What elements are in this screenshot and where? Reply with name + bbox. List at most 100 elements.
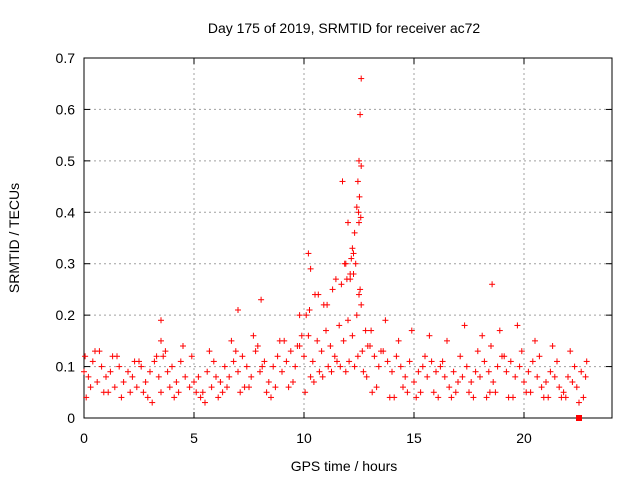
data-point [160,353,167,360]
data-point [142,379,149,385]
data-point [512,373,519,380]
data-point [85,373,92,380]
data-point [175,389,182,396]
data-point [202,399,208,406]
data-point [100,389,107,396]
data-point [419,363,426,370]
data-point [138,363,145,370]
data-point [536,353,543,360]
data-point [411,379,417,385]
data-point [82,353,89,360]
tick-layer: 0 0.1 0.2 0.3 0.4 0.5 0.6 0.7 0 5 10 15 20 [56,50,612,446]
data-point [254,343,261,349]
data-point [140,389,147,396]
data-point [408,327,415,334]
data-point [158,317,164,324]
data-point [363,373,370,380]
data-point [357,214,364,221]
data-point [323,327,329,334]
data-point [463,363,470,370]
data-point [153,353,160,360]
data-point [468,379,475,385]
data-point [472,368,479,375]
y-tick-label: 0.3 [56,256,76,272]
data-point [195,373,202,380]
data-point [324,301,331,308]
data-point [371,353,378,360]
data-point [81,368,87,375]
data-point [576,399,582,406]
data-point [474,348,481,355]
data-point [356,291,362,298]
data-point [346,358,353,365]
x-tick-label: 10 [296,430,312,446]
y-tick-label: 0.5 [56,153,76,169]
data-point [358,75,365,82]
data-point [368,327,375,334]
data-point [523,389,530,396]
data-point [384,358,391,365]
data-point [441,373,448,380]
data-point [518,348,525,355]
x-tick-label: 5 [190,430,198,446]
data-point [307,265,314,272]
data-point [375,363,382,370]
data-point [402,373,409,380]
data-point [554,358,560,365]
data-point [507,358,514,365]
data-point [571,363,578,370]
data-point [166,384,173,391]
data-point [314,337,321,344]
x-tick-label: 0 [80,430,88,446]
data-point [452,389,459,396]
data-point [529,358,536,365]
data-point [171,394,178,401]
data-point [230,358,237,365]
data-point [316,368,323,375]
data-point [582,373,589,380]
y-tick-label: 0.4 [56,204,76,220]
data-point [191,379,197,385]
y-tick-label: 0.6 [56,101,76,117]
data-point [378,348,384,355]
data-point [169,363,175,370]
data-point [382,317,389,324]
data-point [261,358,268,365]
data-point [430,389,437,396]
data-point [492,389,499,396]
data-point [125,368,131,375]
data-point [353,312,360,319]
data-point [193,389,200,396]
data-point [83,394,90,401]
data-point [580,394,587,401]
data-point [265,379,272,385]
data-point [298,332,305,339]
data-points [81,75,590,421]
data-point [457,353,464,360]
y-tick-label: 0.2 [56,307,76,323]
data-point [204,368,211,375]
data-point [439,358,446,365]
data-point [239,353,246,360]
data-point [177,358,184,365]
data-point [446,384,453,391]
data-point [364,343,371,349]
y-tick-label: 0 [67,410,75,426]
data-point [340,337,347,344]
data-point [483,394,490,401]
data-point [268,394,274,401]
square-marker [576,415,582,421]
data-point [503,368,510,375]
data-point [455,379,461,385]
data-point [336,322,343,329]
data-point [444,337,450,344]
data-point [400,384,406,391]
data-point [228,337,235,344]
data-point [248,373,255,380]
data-point [532,337,538,344]
data-point [303,312,310,319]
data-point [129,373,136,380]
data-point [235,368,241,375]
data-point [505,394,512,401]
data-point [516,363,523,370]
